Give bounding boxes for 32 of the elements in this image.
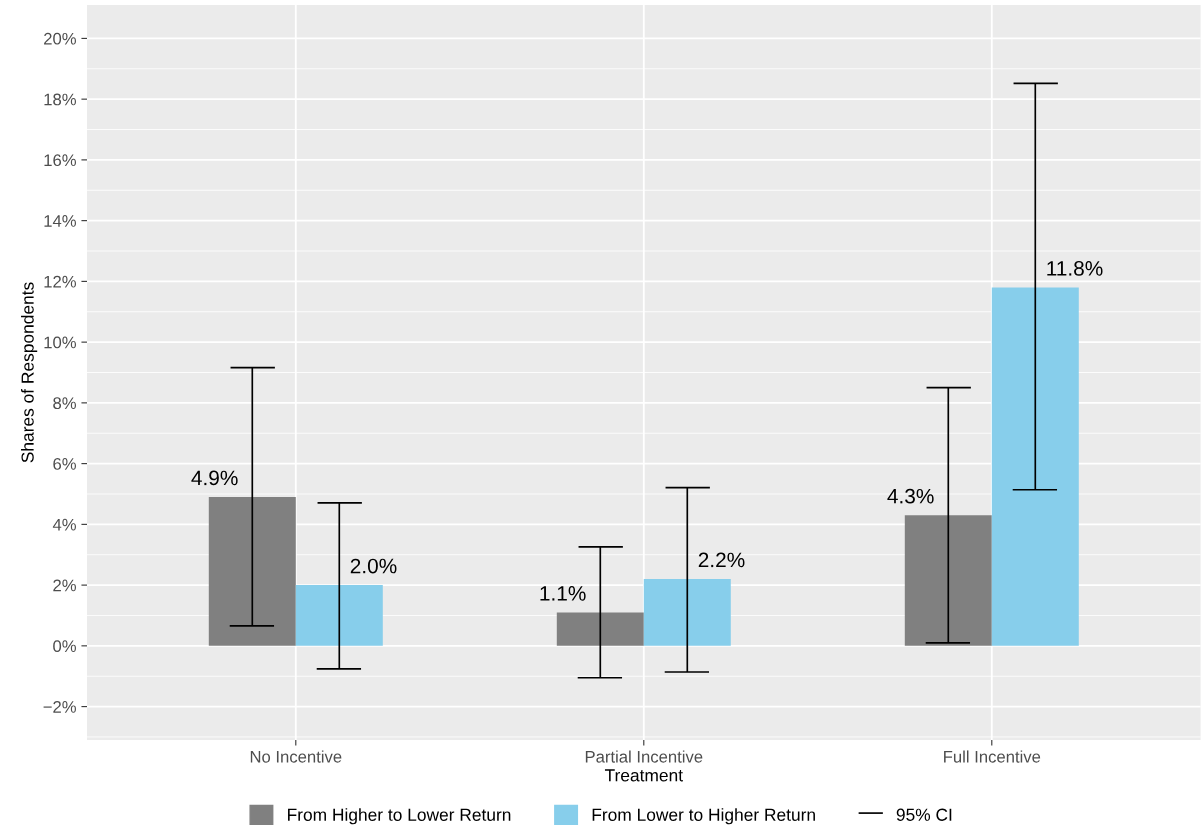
- x-tick-label: Partial Incentive: [585, 750, 703, 763]
- y-tick-label: 6%: [53, 458, 76, 470]
- bar: [295, 585, 383, 646]
- data-label: 4.9%: [191, 470, 238, 486]
- y-tick-label: 12%: [44, 275, 76, 288]
- y-tick-label: 14%: [44, 215, 76, 227]
- bar: [556, 612, 644, 646]
- y-axis-title: Shares of Respondents: [21, 282, 38, 463]
- x-axis-title: Treatment: [604, 769, 683, 782]
- data-label: 2.2%: [698, 552, 745, 568]
- x-tick-label: Full Incentive: [944, 750, 1041, 763]
- data-label: 4.3%: [887, 488, 934, 504]
- legend-label: From Lower to Higher Return: [592, 808, 815, 825]
- data-label: 1.1%: [540, 586, 586, 601]
- data-label: 2.0%: [350, 558, 397, 574]
- bar: [991, 287, 1079, 646]
- y-tick-label: −2%: [43, 700, 76, 713]
- y-tick-label: 10%: [44, 336, 76, 349]
- data-label: 11.8%: [1047, 261, 1103, 276]
- y-tick-label: 0%: [53, 640, 76, 653]
- bar: [643, 579, 731, 646]
- y-tick-label: 4%: [52, 518, 76, 531]
- y-tick-label: 16%: [44, 154, 76, 167]
- bar: [904, 515, 992, 646]
- bar: [208, 497, 296, 646]
- y-tick-label: 18%: [44, 93, 76, 106]
- legend-label: From Higher to Lower Return: [288, 808, 511, 825]
- y-tick-label: 20%: [44, 32, 76, 45]
- y-tick-label: 8%: [53, 397, 76, 410]
- text: 95% CI: [896, 808, 952, 821]
- x-tick-label: No Incentive: [250, 750, 342, 763]
- y-tick-label: 2%: [53, 579, 76, 592]
